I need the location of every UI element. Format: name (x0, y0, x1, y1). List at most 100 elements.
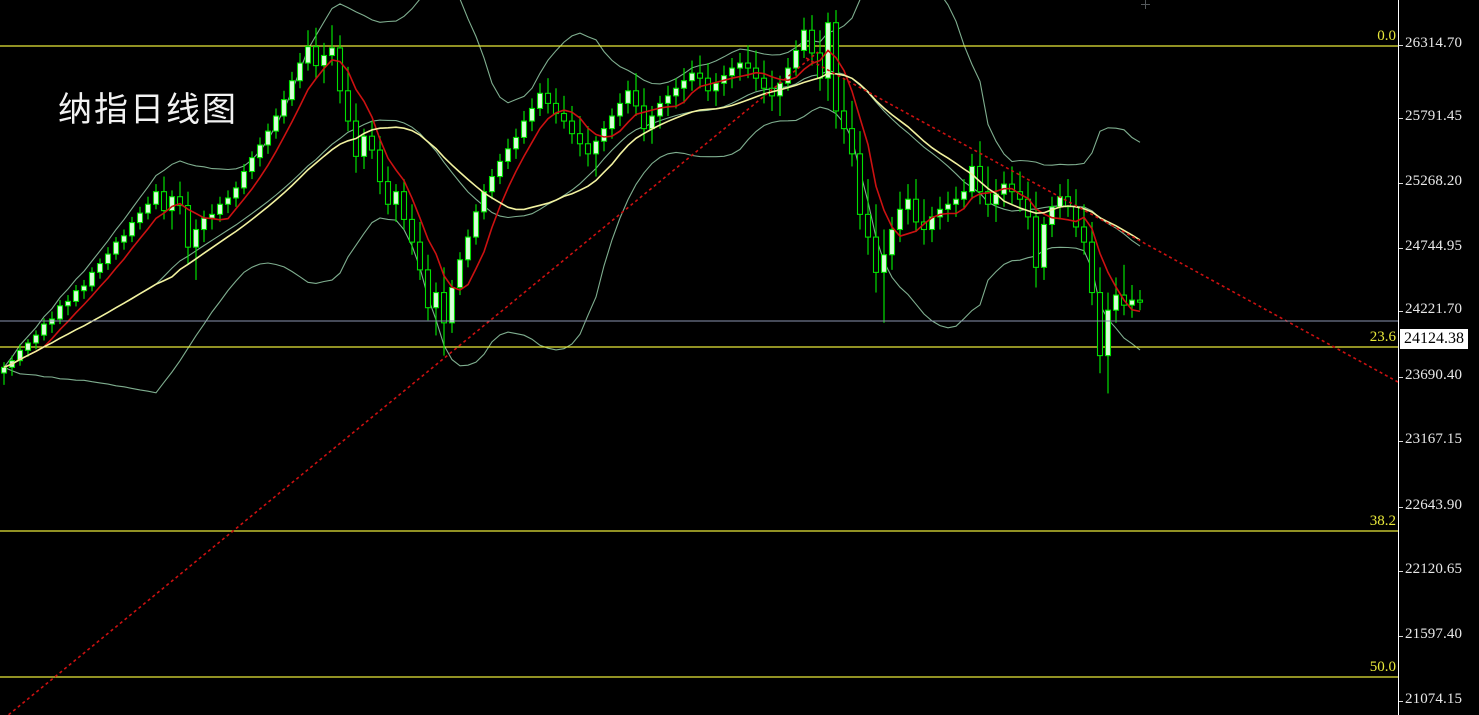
candle-body (624, 90, 632, 104)
candle-body (248, 157, 256, 173)
candle-body (448, 286, 456, 324)
tick-mark (1399, 701, 1403, 702)
candle-body (584, 143, 592, 155)
candle-body (936, 208, 944, 218)
chart-canvas (0, 0, 1398, 715)
bollinger-middle-band (3, 70, 1141, 368)
candle-body (104, 253, 112, 265)
candle-body (784, 67, 792, 84)
candle-body (496, 160, 504, 178)
price-axis-label: 22643.90 (1405, 497, 1463, 513)
candle-body (216, 203, 224, 215)
candle-body (512, 136, 520, 150)
candle-body (488, 175, 496, 193)
candle-body (96, 263, 104, 273)
candle-body (1048, 206, 1056, 226)
candle-body (1088, 241, 1096, 294)
tick-mark (1399, 507, 1403, 508)
candle-body (616, 102, 624, 117)
candle-body (168, 196, 176, 212)
candle-body (408, 218, 416, 243)
candle-body (312, 46, 320, 67)
ma-fast-line (3, 49, 1141, 369)
candle-body (320, 54, 328, 67)
tick-mark (1399, 441, 1403, 442)
price-axis[interactable]: 26314.70 25791.45 25268.20 24744.95 24221.70… (1398, 0, 1479, 715)
candle-body (128, 222, 136, 237)
candle-body (656, 102, 664, 117)
candle-body (192, 228, 200, 248)
candle-body (56, 305, 64, 320)
price-axis-label: 23167.15 (1405, 431, 1463, 447)
chart-plot-area[interactable] (0, 0, 1398, 715)
candle-body (288, 80, 296, 101)
candle-body (968, 165, 976, 193)
candle-body (256, 144, 264, 159)
candle-body (544, 92, 552, 104)
candle-body (456, 259, 464, 289)
candle-body (592, 140, 600, 155)
candle-body (144, 203, 152, 214)
candle-body (0, 366, 8, 374)
candle-body (632, 90, 640, 107)
candle-body (400, 191, 408, 220)
tick-mark (1399, 636, 1403, 637)
candle-body (1112, 294, 1120, 311)
candle-body (208, 213, 216, 219)
candle-body (904, 198, 912, 210)
candle-body (912, 198, 920, 223)
candle-body (600, 128, 608, 142)
candle-body (240, 170, 248, 189)
candle-body (32, 334, 40, 344)
candle-body (664, 95, 672, 104)
candle-body (840, 110, 848, 130)
candle-body (568, 120, 576, 135)
candle-body (880, 254, 888, 273)
price-axis-label: 21597.40 (1405, 626, 1463, 642)
candle-body (232, 187, 240, 199)
candle-body (896, 208, 904, 231)
candle-body (424, 269, 432, 309)
candle-body (24, 342, 32, 351)
candle-body (560, 112, 568, 122)
candle-body (640, 105, 648, 130)
fibonacci-level-label: 38.2 (1369, 513, 1396, 529)
candle-body (520, 120, 528, 139)
candle-body (744, 62, 752, 69)
tick-mark (1399, 45, 1403, 46)
candle-body (1128, 299, 1136, 306)
price-axis-label: 23690.40 (1405, 367, 1463, 383)
candle-body (1008, 183, 1016, 193)
candle-body (536, 92, 544, 109)
price-axis-label: 24744.95 (1405, 238, 1463, 254)
price-axis-label: 25268.20 (1405, 173, 1463, 189)
candle-body (296, 62, 304, 82)
candle-body (1056, 196, 1064, 208)
candle-body (712, 82, 720, 92)
candle-body (184, 204, 192, 248)
tick-mark (1399, 377, 1403, 378)
candle-body (504, 148, 512, 162)
candle-body (1136, 299, 1144, 303)
price-axis-label: 26314.70 (1405, 35, 1463, 51)
candle-body (272, 115, 280, 132)
tick-mark (1399, 571, 1403, 572)
fibonacci-level-label: 50.0 (1369, 659, 1396, 675)
candle-body (472, 211, 480, 238)
candle-body (152, 191, 160, 205)
candle-body (736, 62, 744, 69)
candle-body (136, 212, 144, 224)
candle-body (384, 181, 392, 205)
candle-body (952, 198, 960, 205)
candle-body (16, 349, 24, 362)
candle-body (888, 228, 896, 256)
candle-body (1072, 206, 1080, 228)
candle-body (120, 235, 128, 243)
candle-body (1104, 309, 1112, 357)
candle-body (160, 191, 168, 212)
candle-body (696, 72, 704, 79)
candle-body (440, 292, 448, 324)
tick-mark (1399, 248, 1403, 249)
candle-body (80, 285, 88, 292)
candle-body (528, 107, 536, 122)
